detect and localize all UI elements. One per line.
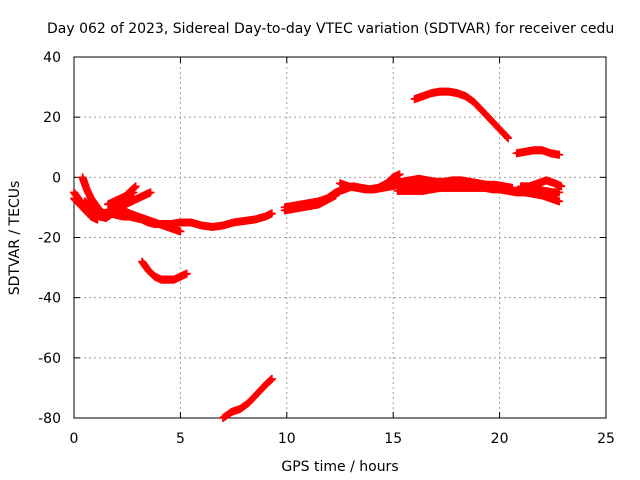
y-tick-label: -20	[38, 231, 61, 247]
series-track-j	[218, 374, 276, 422]
series-track-i	[138, 257, 191, 284]
data-point	[129, 188, 138, 197]
y-tick-label: -60	[38, 351, 61, 367]
y-axis-label: SDTVAR / TECUs	[7, 181, 23, 296]
x-tick-label: 5	[176, 431, 185, 447]
x-tick-label: 10	[278, 431, 296, 447]
data-point	[508, 183, 517, 192]
y-tick-label: -80	[38, 411, 61, 427]
data-layer	[70, 87, 566, 422]
x-tick-label: 25	[597, 431, 615, 447]
y-tick-label: -40	[38, 291, 61, 307]
y-tick-label: 0	[52, 170, 61, 186]
data-point	[182, 269, 191, 278]
data-point	[267, 209, 276, 218]
series-track-p	[516, 176, 566, 191]
x-tick-label: 15	[384, 431, 402, 447]
data-point	[146, 188, 155, 197]
data-point	[504, 134, 513, 143]
x-tick-label: 20	[491, 431, 509, 447]
series-track-l	[280, 191, 340, 215]
series-track-o	[389, 174, 517, 192]
data-point	[555, 188, 564, 197]
data-point	[331, 191, 340, 200]
axis-ticks: 0 5 10 15 20 25 40 20 0 -20 -40 -60 -80	[38, 50, 615, 447]
data-point	[557, 182, 566, 191]
x-tick-label: 0	[70, 431, 79, 447]
data-point	[267, 374, 276, 383]
data-point	[555, 197, 564, 206]
data-point	[131, 182, 140, 191]
x-axis-label: GPS time / hours	[281, 459, 398, 475]
data-point	[395, 170, 404, 179]
data-point	[503, 133, 512, 142]
data-point	[176, 227, 185, 236]
series-track-h	[104, 188, 138, 209]
y-tick-label: 20	[43, 110, 61, 126]
data-point	[555, 150, 564, 159]
grid-lines	[74, 57, 606, 418]
chart-title: Day 062 of 2023, Sidereal Day-to-day VTE…	[47, 21, 614, 37]
series-track-q	[410, 87, 513, 143]
y-tick-label: 40	[43, 50, 61, 66]
series-track-r	[512, 146, 564, 159]
